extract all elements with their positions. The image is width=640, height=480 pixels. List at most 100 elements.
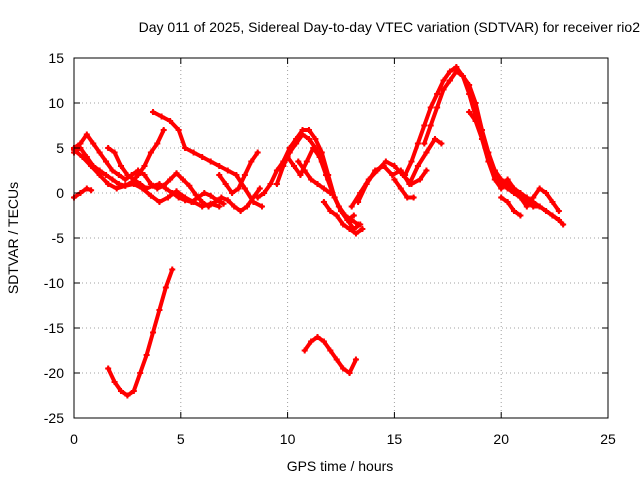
data-series — [295, 158, 334, 196]
series-trace — [151, 110, 264, 209]
data-point — [117, 388, 124, 394]
data-point — [162, 284, 169, 291]
data-point — [414, 163, 421, 169]
data-point — [83, 131, 90, 138]
data-point — [305, 127, 312, 133]
data-point — [327, 347, 334, 354]
series-trace — [422, 69, 561, 222]
data-point — [352, 356, 359, 363]
data-point — [167, 118, 174, 124]
data-point — [182, 197, 189, 204]
data-point — [466, 82, 473, 88]
data-point — [179, 176, 186, 183]
data-point — [273, 181, 280, 187]
data-point — [169, 190, 176, 196]
data-point — [549, 199, 556, 205]
data-series — [105, 145, 227, 207]
data-point — [137, 370, 144, 376]
data-point — [434, 104, 441, 111]
data-point — [224, 167, 231, 174]
data-point — [141, 163, 148, 169]
data-point — [327, 190, 334, 196]
data-point — [363, 181, 370, 187]
data-point — [105, 145, 112, 151]
data-point — [214, 197, 221, 204]
data-point — [346, 370, 353, 376]
data-point — [402, 172, 409, 178]
data-series — [150, 109, 265, 210]
data-point — [440, 77, 447, 84]
data-point — [248, 158, 255, 165]
data-point — [258, 203, 265, 210]
data-point — [261, 190, 268, 196]
data-point — [308, 338, 315, 345]
data-point — [293, 140, 300, 147]
data-point — [241, 185, 248, 192]
data-point — [504, 176, 511, 183]
data-point — [382, 158, 389, 165]
data-point — [235, 185, 242, 192]
data-point — [105, 365, 112, 372]
data-point — [327, 208, 334, 214]
data-point — [340, 221, 347, 228]
data-series — [105, 266, 176, 399]
data-point — [216, 163, 223, 169]
data-point — [137, 181, 144, 187]
data-point — [96, 172, 103, 178]
data-point — [79, 154, 86, 160]
data-point — [115, 172, 122, 178]
data-point — [355, 199, 362, 205]
x-tick-label: 15 — [387, 431, 403, 447]
data-point — [523, 203, 530, 210]
y-tick-label: -10 — [44, 275, 64, 291]
data-point — [310, 145, 317, 151]
data-point — [511, 185, 518, 192]
data-point — [273, 167, 280, 174]
data-point — [173, 170, 180, 177]
data-point — [229, 190, 236, 196]
data-point — [254, 194, 261, 201]
data-point — [83, 185, 90, 192]
data-point — [478, 136, 485, 142]
data-point — [103, 172, 110, 178]
data-point — [250, 199, 257, 205]
data-point — [498, 185, 505, 192]
data-point — [316, 154, 323, 160]
data-point — [150, 182, 157, 189]
data-point — [466, 109, 473, 115]
data-point — [536, 185, 543, 192]
data-point — [117, 163, 124, 169]
data-point — [498, 194, 505, 201]
y-tick-label: -15 — [44, 320, 64, 336]
data-point — [350, 212, 357, 219]
data-point — [406, 181, 413, 187]
y-axis-ticks: -25 -20 -15 -10 -5 0 5 10 15 — [44, 50, 608, 426]
data-point — [190, 149, 197, 156]
data-point — [224, 197, 231, 204]
data-point — [348, 217, 355, 223]
data-point — [88, 187, 95, 194]
data-point — [323, 172, 330, 178]
data-point — [295, 158, 302, 165]
data-point — [417, 176, 424, 183]
series-trace — [499, 195, 523, 218]
data-point — [233, 172, 240, 178]
data-point — [188, 199, 195, 205]
data-point — [109, 176, 116, 183]
data-point — [543, 208, 550, 214]
data-point — [320, 338, 327, 345]
data-point — [141, 172, 148, 178]
data-point — [560, 221, 567, 228]
data-point — [301, 167, 308, 174]
data-point — [303, 158, 310, 165]
data-point — [431, 136, 438, 142]
data-point — [391, 163, 398, 169]
data-point — [218, 194, 225, 201]
data-point — [220, 200, 227, 207]
data-point — [124, 172, 131, 178]
data-point — [113, 185, 120, 192]
data-point — [446, 68, 453, 75]
data-point — [389, 172, 396, 178]
data-series — [466, 109, 562, 214]
